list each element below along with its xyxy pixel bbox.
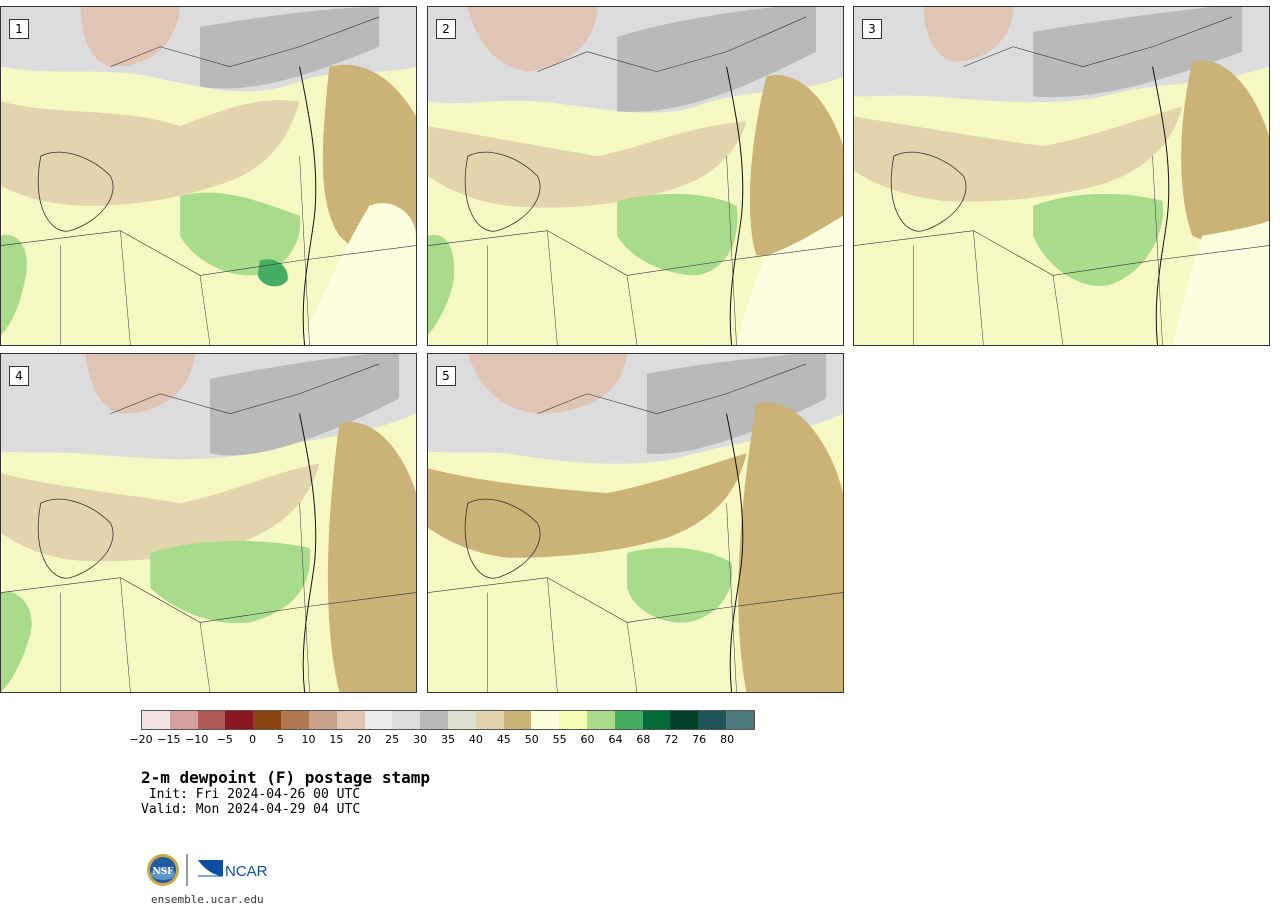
colorbar-tick-label: −5 <box>216 733 233 746</box>
colorbar-tick-label: 5 <box>277 733 285 746</box>
panel-number: 1 <box>9 19 29 39</box>
colorbar-cell <box>336 711 365 729</box>
dewpoint-map <box>1 354 416 692</box>
colorbar-cell <box>420 711 448 729</box>
colorbar-cell <box>559 711 587 729</box>
plot-title: 2-m dewpoint (F) postage stamp <box>141 768 430 787</box>
colorbar-tick-label: −15 <box>157 733 181 746</box>
colorbar-cell <box>197 711 226 729</box>
colorbar-cell <box>587 711 615 729</box>
panel-number: 5 <box>436 366 456 386</box>
colorbar-cell <box>447 711 476 729</box>
map-panel-3: 3 <box>853 6 1270 346</box>
colorbar-cell <box>614 711 643 729</box>
colorbar-cell <box>392 711 421 729</box>
ncar-text: NCAR <box>225 863 268 880</box>
map-panel-2: 2 <box>427 6 844 346</box>
panel-number: 3 <box>862 19 882 39</box>
colorbar-tick-labels: −20 −15 −10 −5 0 5 10 15 20 25 30 35 40 45 50 55 60 64 68 7… <box>129 733 755 749</box>
colorbar <box>141 710 755 730</box>
colorbar-tick-label: 76 <box>692 733 707 746</box>
colorbar-tick-label: 45 <box>496 733 511 746</box>
colorbar-tick-label: −20 <box>129 733 153 746</box>
colorbar-cell <box>642 711 671 729</box>
colorbar-tick-label: 0 <box>249 733 257 746</box>
nsf-ncar-logo: NSF NCAR <box>145 852 275 888</box>
colorbar-cell <box>308 711 337 729</box>
colorbar-tick-label: −10 <box>185 733 209 746</box>
panel-number: 4 <box>9 366 29 386</box>
nsf-text: NSF <box>152 867 174 877</box>
colorbar-tick-label: 50 <box>524 733 539 746</box>
colorbar-tick-label: 64 <box>608 733 623 746</box>
colorbar-tick-label: 68 <box>636 733 651 746</box>
panel-number: 2 <box>436 19 456 39</box>
colorbar-cell <box>670 711 699 729</box>
dewpoint-map <box>854 7 1269 345</box>
colorbar-tick-label: 55 <box>552 733 567 746</box>
logo-icon: NSF NCAR <box>147 854 268 886</box>
dewpoint-map <box>428 354 843 692</box>
colorbar-cell <box>503 711 532 729</box>
init-time: Init: Fri 2024-04-26 00 UTC <box>141 787 361 802</box>
map-panel-5: 5 <box>427 353 844 693</box>
colorbar-tick-label: 10 <box>301 733 316 746</box>
colorbar-tick-label: 15 <box>329 733 344 746</box>
map-panel-1: 1 <box>0 6 417 346</box>
colorbar-cell <box>531 711 560 729</box>
valid-time: Valid: Mon 2024-04-29 04 UTC <box>141 802 361 817</box>
colorbar-cell <box>364 711 393 729</box>
colorbar-cell <box>253 711 282 729</box>
colorbar-cell <box>225 711 254 729</box>
colorbar-cell <box>475 711 504 729</box>
colorbar-tick-label: 60 <box>580 733 595 746</box>
dewpoint-map <box>1 7 416 345</box>
colorbar-cell <box>169 711 198 729</box>
site-url: ensemble.ucar.edu <box>151 893 264 906</box>
colorbar-cell <box>726 711 754 729</box>
colorbar-tick-label: 35 <box>441 733 455 746</box>
colorbar-cell <box>698 711 727 729</box>
colorbar-tick-label: 30 <box>413 733 428 746</box>
colorbar-tick-label: 25 <box>385 733 400 746</box>
dewpoint-map <box>428 7 843 345</box>
colorbar-tick-label: 40 <box>468 733 483 746</box>
map-panel-4: 4 <box>0 353 417 693</box>
colorbar-tick-label: 20 <box>357 733 372 746</box>
colorbar-cell <box>142 711 170 729</box>
colorbar-tick-label: 72 <box>664 733 679 746</box>
colorbar-cell <box>281 711 309 729</box>
colorbar-tick-label: 80 <box>720 733 735 746</box>
